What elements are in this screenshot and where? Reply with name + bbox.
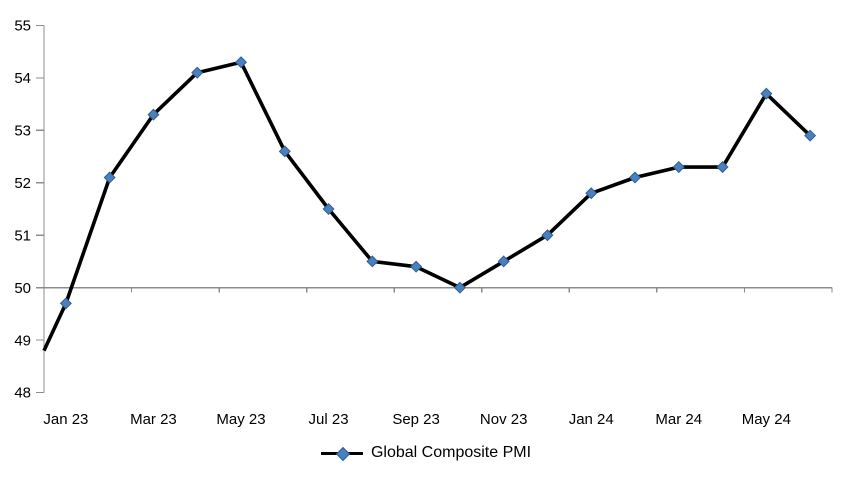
- data-point-marker: [278, 145, 291, 158]
- data-point-marker: [541, 229, 554, 242]
- x-axis-label: Jul 23: [309, 411, 349, 428]
- y-axis-label: 51: [14, 227, 31, 244]
- data-point-marker: [59, 297, 72, 310]
- y-axis-label: 50: [14, 280, 31, 297]
- y-axis-label: 54: [14, 70, 31, 87]
- legend: Global Composite PMI: [0, 442, 852, 464]
- data-point-marker: [716, 161, 729, 174]
- data-point-marker: [103, 171, 116, 184]
- data-point-marker: [760, 87, 773, 100]
- y-axis-label: 52: [14, 175, 31, 192]
- data-point-marker: [497, 255, 510, 268]
- data-point-marker: [672, 161, 685, 174]
- data-point-marker: [366, 255, 379, 268]
- plot-area: 48 49 50 51 52 53 54 55 Jan 23 Mar 23 May 23 Jul 23…: [14, 18, 833, 428]
- x-axis-label: Mar 23: [130, 411, 177, 428]
- data-point-marker: [191, 66, 204, 79]
- data-point-marker: [147, 108, 160, 121]
- data-point-marker: [234, 56, 248, 69]
- diamond-marker-icon: [335, 446, 351, 462]
- data-point-marker: [322, 202, 335, 216]
- x-axis-label: Nov 23: [480, 411, 528, 428]
- x-axis-label: May 23: [216, 411, 265, 428]
- legend-label: Global Composite PMI: [370, 444, 532, 461]
- y-axis-label: 48: [14, 385, 31, 402]
- y-axis-label: 53: [14, 123, 31, 140]
- data-point-marker: [628, 171, 642, 184]
- data-point-marker: [804, 129, 817, 142]
- y-axis-label: 49: [14, 332, 31, 349]
- x-axis-label: Sep 23: [392, 411, 440, 428]
- y-axis-label: 55: [14, 18, 31, 35]
- data-point-marker: [585, 187, 598, 200]
- pmi-line: [42, 60, 812, 352]
- data-point-marker: [453, 281, 466, 294]
- x-axis-label: Jan 23: [43, 411, 88, 428]
- data-point-marker: [410, 260, 423, 273]
- x-axis-label: May 24: [742, 411, 791, 428]
- x-axis-label: Jan 24: [569, 411, 614, 428]
- legend-marker-icon: [320, 446, 363, 462]
- x-axis-label: Mar 24: [655, 411, 702, 428]
